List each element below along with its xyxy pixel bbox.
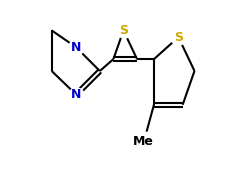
Text: N: N (71, 88, 81, 101)
Text: Me: Me (133, 136, 154, 148)
Text: N: N (71, 41, 81, 54)
Text: S: S (174, 31, 183, 44)
Text: S: S (119, 24, 128, 37)
